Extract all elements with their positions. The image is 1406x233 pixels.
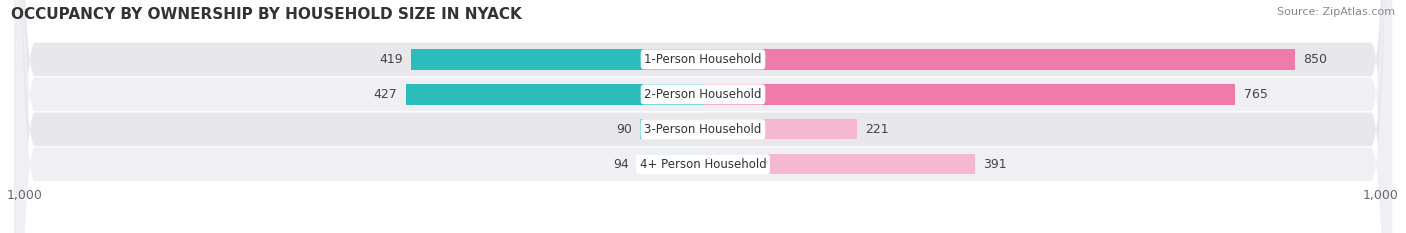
Text: 2-Person Household: 2-Person Household [644, 88, 762, 101]
Bar [703, 49, 1295, 69]
Text: 850: 850 [1303, 53, 1327, 66]
Bar [640, 119, 703, 139]
Bar [406, 84, 703, 105]
Text: 1,000: 1,000 [1362, 189, 1399, 202]
Bar [412, 49, 703, 69]
FancyBboxPatch shape [14, 0, 1392, 233]
Bar [703, 154, 976, 174]
Text: 221: 221 [865, 123, 889, 136]
Text: 3-Person Household: 3-Person Household [644, 123, 762, 136]
FancyBboxPatch shape [14, 0, 1392, 233]
Text: OCCUPANCY BY OWNERSHIP BY HOUSEHOLD SIZE IN NYACK: OCCUPANCY BY OWNERSHIP BY HOUSEHOLD SIZE… [11, 7, 522, 22]
Text: 4+ Person Household: 4+ Person Household [640, 158, 766, 171]
Text: 1-Person Household: 1-Person Household [644, 53, 762, 66]
FancyBboxPatch shape [14, 0, 1392, 233]
Bar [637, 154, 703, 174]
Text: 90: 90 [616, 123, 633, 136]
Text: 391: 391 [983, 158, 1007, 171]
Text: 1,000: 1,000 [7, 189, 44, 202]
Bar [703, 84, 1236, 105]
Bar [703, 119, 856, 139]
Text: 427: 427 [374, 88, 398, 101]
Text: Source: ZipAtlas.com: Source: ZipAtlas.com [1277, 7, 1395, 17]
FancyBboxPatch shape [14, 0, 1392, 233]
Text: 94: 94 [613, 158, 630, 171]
Text: 419: 419 [380, 53, 404, 66]
Text: 765: 765 [1244, 88, 1268, 101]
